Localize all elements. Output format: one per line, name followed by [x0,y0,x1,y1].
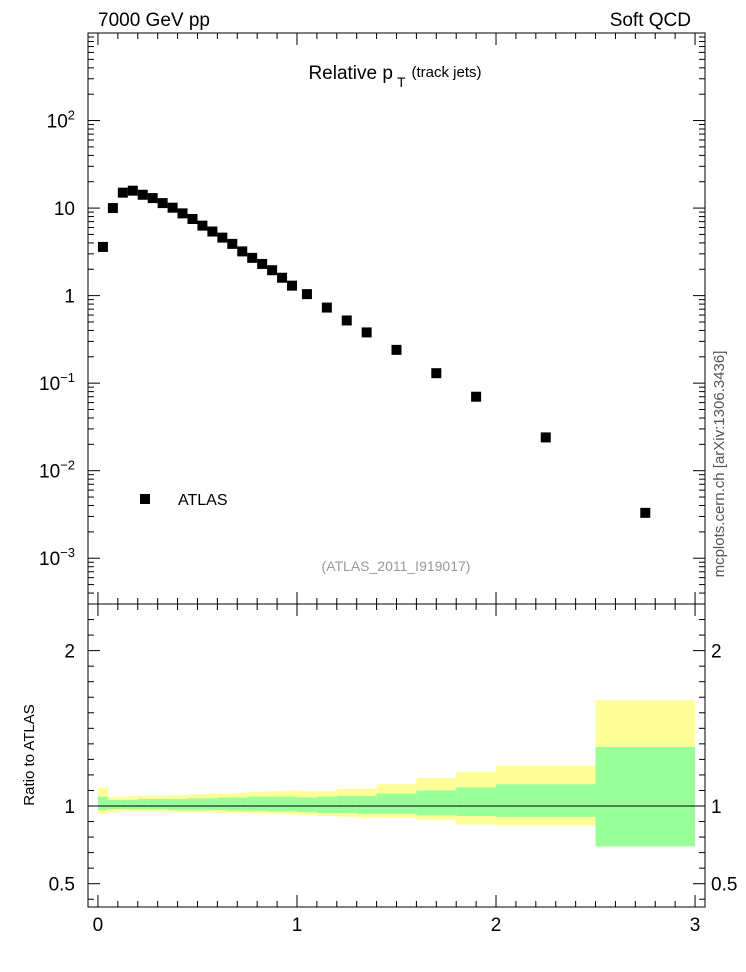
chart-title: Relative p T(track jets) [308,63,481,90]
uncertainty-band-inner [496,784,596,817]
data-point [177,208,188,219]
ratio-y-tick-label-right: 2 [711,642,722,663]
ratio-y-tick-label-right: 0.5 [711,875,737,896]
uncertainty-band-inner [107,799,118,810]
uncertainty-band-inner [456,787,497,817]
y-tick-label: 10−3 [39,545,75,570]
data-point [147,193,158,204]
data-point [247,252,258,263]
data-point [277,272,288,283]
ratio-axis-label: Ratio to ATLAS [21,704,38,805]
main-panel: 10−3 10−2 10−1 1 10 102 Relative p T(track jet… [39,32,706,605]
uncertainty-band-inner [257,796,268,811]
ratio-y-tick-label-right: 1 [711,797,722,818]
uncertainty-band-inner [177,799,188,810]
data-point [321,302,332,313]
uncertainty-band-inner [147,799,158,810]
uncertainty-band-inner [167,799,178,810]
ratio-y-tick-label-left: 0.5 [49,875,75,896]
data-point [107,203,118,214]
analysis-id: (ATLAS_2011_I919017) [322,558,471,574]
legend-marker-atlas [140,494,150,504]
data-point [640,507,651,518]
legend-label-atlas: ATLAS [178,492,228,509]
y-tick-label: 102 [47,108,75,133]
x-tick-label: 0 [93,915,104,936]
uncertainty-band-inner [247,796,258,811]
data-point [540,432,551,443]
collision-energy-label: 7000 GeV pp [98,10,210,31]
data-point [137,189,148,200]
data-point [237,246,248,257]
data-point [471,391,482,402]
source-watermark: mcplots.cern.ch [arXiv:1306.3436] [711,351,728,578]
x-tick-label: 3 [690,915,701,936]
uncertainty-band-inner [187,798,198,810]
process-label: Soft QCD [610,10,691,31]
uncertainty-band-inner [296,797,317,813]
data-point [207,226,218,237]
uncertainty-band-inner [227,797,238,811]
uncertainty-band-inner [127,799,138,810]
uncertainty-band-inner [117,799,128,810]
uncertainty-band-inner [277,796,288,812]
ratio-y-tick-label-left: 1 [64,797,75,818]
legend: ATLAS [140,492,228,509]
y-tick-label: 10−2 [39,458,75,483]
uncertainty-band-inner [316,796,337,813]
data-point [287,280,298,291]
uncertainty-band-inner [137,799,148,810]
uncertainty-band-inner [336,795,357,813]
uncertainty-band-inner [197,798,208,810]
data-point [391,344,402,355]
uncertainty-band-inner [237,797,248,811]
ratio-y-tick-label-left: 2 [64,642,75,663]
uncertainty-band-inner [207,798,218,810]
ratio-panel: 0.5 0.5 1 1 2 2 0 1 2 3 Ratio to ATLAS [21,603,737,936]
uncertainty-band-inner [97,796,108,810]
x-tick-label: 1 [292,915,303,936]
data-point [157,198,168,209]
uncertainty-band-inner [356,795,377,814]
x-tick-label: 2 [491,915,502,936]
data-point [187,214,198,225]
y-tick-label: 1 [64,287,75,308]
uncertainty-band-inner [157,799,168,810]
data-point [431,368,442,379]
y-tick-label: 10−1 [39,370,75,395]
uncertainty-band-inner [595,746,696,847]
data-point [301,289,312,300]
data-point [267,265,278,276]
uncertainty-band-inner [287,796,297,812]
data-point [197,220,208,231]
uncertainty-band-inner [267,796,278,812]
data-point [341,315,352,326]
data-point [257,258,268,269]
uncertainty-band-inner [376,793,417,814]
data-point [167,202,178,213]
data-point [117,187,128,198]
data-point [127,185,138,196]
data-point [227,238,238,249]
data-point [217,232,228,243]
data-point [97,241,108,252]
data-point [361,327,372,338]
uncertainty-band-inner [416,790,457,816]
main-panel-frame [87,32,706,605]
y-tick-label: 10 [54,199,75,220]
uncertainty-band-inner [217,797,228,810]
